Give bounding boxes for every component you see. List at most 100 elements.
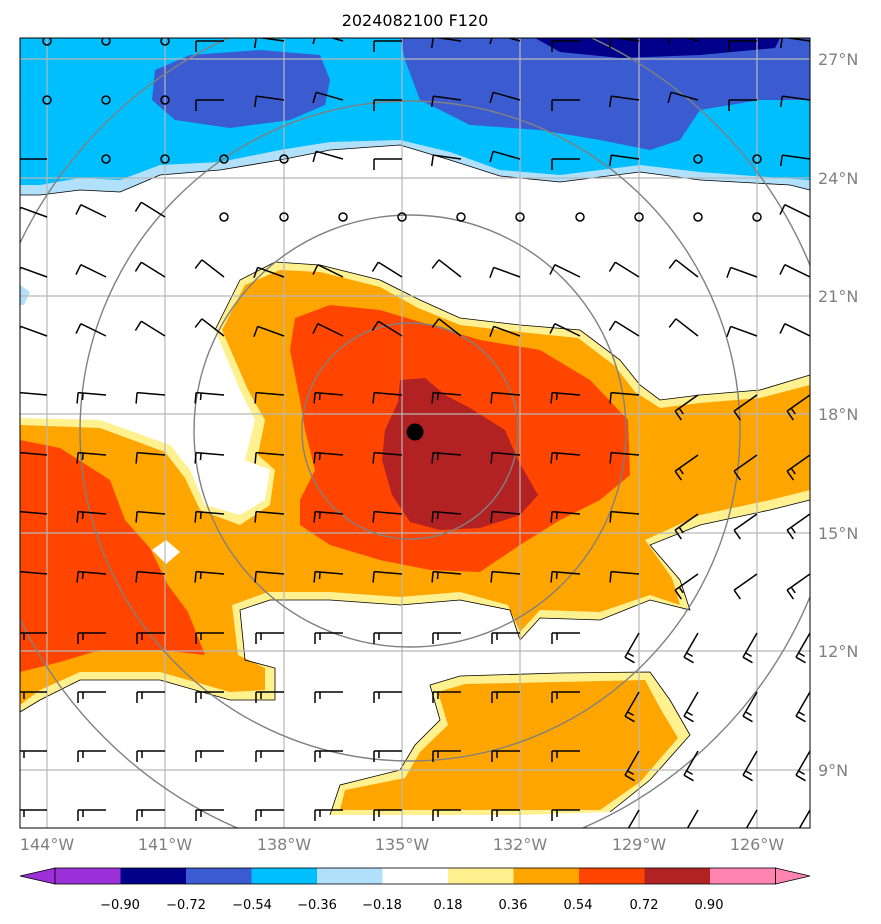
wind-barb bbox=[20, 510, 48, 515]
wind-barb bbox=[253, 95, 285, 108]
wind-barb bbox=[745, 809, 758, 828]
wind-barb bbox=[75, 323, 107, 337]
wind-barb bbox=[551, 99, 580, 111]
wind-barb bbox=[313, 451, 344, 464]
wind-barb bbox=[20, 632, 47, 640]
wind-barb bbox=[373, 40, 402, 52]
colorbar-swatch bbox=[55, 868, 121, 884]
lat-label: 12°N bbox=[818, 642, 858, 661]
wind-barb bbox=[551, 809, 580, 821]
wind-barb bbox=[609, 570, 640, 583]
wind-barb bbox=[76, 570, 107, 583]
calm-wind-marker bbox=[101, 38, 111, 46]
wind-barb bbox=[683, 750, 699, 782]
wind-barb bbox=[430, 38, 462, 49]
colorbar-tick-label: 0.36 bbox=[499, 898, 528, 913]
wind-barb bbox=[254, 570, 285, 583]
wind-barb bbox=[75, 204, 107, 218]
wind-barb bbox=[77, 632, 106, 644]
wind-barb bbox=[489, 266, 521, 279]
range-ring-3 bbox=[79, 100, 741, 762]
wind-barb bbox=[135, 510, 166, 523]
wind-barb bbox=[432, 750, 461, 762]
map-panel bbox=[20, 38, 810, 828]
calm-wind-marker bbox=[693, 212, 703, 222]
wind-barb bbox=[726, 325, 758, 338]
lon-label: 141°W bbox=[138, 835, 193, 854]
graticule bbox=[20, 38, 810, 828]
wind-barb bbox=[733, 394, 758, 421]
colorbar-tick-label: −0.18 bbox=[362, 898, 402, 913]
wind-barb bbox=[608, 154, 640, 167]
storm-center-marker bbox=[406, 423, 424, 441]
wind-barb bbox=[314, 809, 343, 821]
longitude-labels: 144°W 141°W 138°W 135°W 132°W 129°W 126°… bbox=[20, 835, 785, 854]
wind-barb bbox=[683, 632, 699, 664]
wind-barb bbox=[312, 38, 344, 45]
calm-wind-marker bbox=[515, 212, 525, 222]
wind-barb bbox=[76, 451, 107, 464]
colorbar-tick-labels: −0.90 −0.72 −0.54 −0.36 −0.18 0.18 0.36 … bbox=[100, 898, 723, 913]
colorbar-swatch bbox=[644, 868, 710, 884]
wind-barb bbox=[77, 691, 106, 703]
wind-barb bbox=[136, 750, 165, 762]
wind-barb bbox=[779, 154, 810, 167]
wind-barb bbox=[608, 95, 640, 108]
wind-barb bbox=[627, 809, 640, 828]
calm-wind-marker bbox=[219, 212, 229, 222]
wind-barb bbox=[733, 513, 758, 540]
wind-barb bbox=[624, 632, 640, 664]
calm-wind-marker bbox=[456, 212, 466, 222]
wind-barb bbox=[489, 91, 521, 104]
wind-barb bbox=[667, 38, 699, 45]
wind-barb bbox=[194, 259, 225, 278]
wind-barb bbox=[253, 325, 285, 338]
calm-wind-marker bbox=[575, 212, 585, 222]
wind-barb bbox=[779, 264, 810, 278]
wind-barb bbox=[779, 204, 810, 218]
wind-barb bbox=[608, 320, 640, 337]
wind-barb bbox=[608, 261, 640, 278]
wind-barb bbox=[314, 750, 343, 762]
wind-barb bbox=[608, 38, 640, 49]
lon-label: 135°W bbox=[375, 835, 430, 854]
wind-barb bbox=[255, 750, 284, 762]
wind-barb bbox=[20, 451, 48, 456]
wind-barb bbox=[372, 391, 403, 404]
lat-label: 24°N bbox=[818, 169, 858, 188]
map-frame bbox=[19, 37, 811, 829]
wind-barb bbox=[373, 750, 402, 762]
wind-barb bbox=[430, 154, 462, 167]
pale-blue-spot bbox=[20, 285, 30, 305]
wind-barb bbox=[20, 750, 47, 758]
wind-barb bbox=[373, 99, 402, 111]
colorbar-tick-label: 0.54 bbox=[564, 898, 593, 913]
wind-barb bbox=[76, 391, 107, 404]
wind-barb bbox=[490, 451, 521, 464]
wind-barb bbox=[786, 573, 810, 600]
wind-barb bbox=[195, 691, 224, 703]
wind-barb bbox=[733, 454, 758, 481]
colorbar-tick-label: −0.36 bbox=[297, 898, 337, 913]
lat-label: 9°N bbox=[818, 761, 848, 780]
lon-label: 126°W bbox=[730, 835, 785, 854]
calm-wind-marker bbox=[279, 212, 289, 222]
wind-barb bbox=[609, 391, 640, 404]
wind-barb bbox=[254, 510, 285, 523]
calm-wind-marker bbox=[219, 154, 229, 164]
wind-barb bbox=[20, 391, 48, 396]
colorbar-tick-label: 0.72 bbox=[630, 898, 659, 913]
wind-barb bbox=[795, 691, 810, 723]
wind-barb bbox=[134, 320, 166, 337]
wind-barb bbox=[550, 391, 581, 404]
wind-barb bbox=[609, 510, 640, 523]
wind-barb bbox=[779, 38, 810, 49]
colorbar-tick-label: −0.90 bbox=[100, 898, 140, 913]
wind-barb bbox=[373, 809, 402, 821]
wind-barb bbox=[255, 809, 284, 821]
wind-barb bbox=[312, 150, 344, 163]
calm-wind-marker bbox=[160, 154, 170, 164]
orange-region-south bbox=[340, 680, 678, 810]
colorbar-swatch bbox=[448, 868, 514, 884]
lon-label: 144°W bbox=[20, 835, 75, 854]
